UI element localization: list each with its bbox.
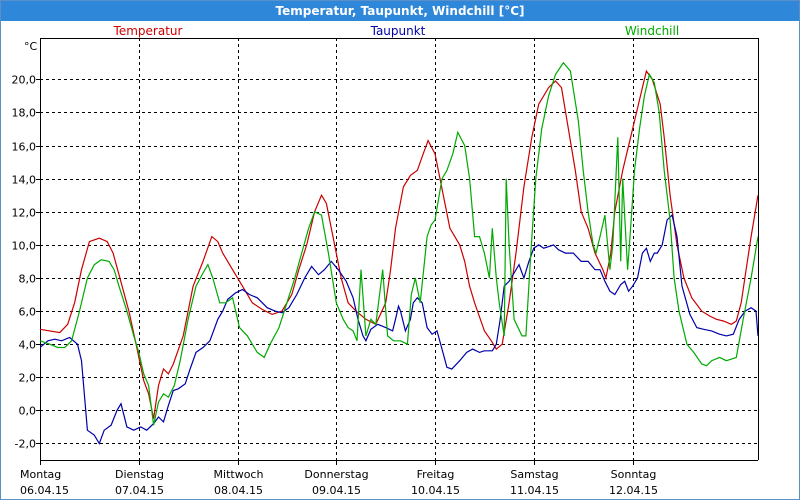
x-tick-day: Donnerstag <box>304 468 368 481</box>
series-line-taupunkt <box>40 213 758 445</box>
x-tick-date: 08.04.15 <box>214 484 263 497</box>
x-tick-day: Mittwoch <box>214 468 264 481</box>
y-tick-label: 10,0 <box>12 240 37 253</box>
legend-entry-windchill: Windchill <box>625 24 679 38</box>
y-tick-label: 4,0 <box>19 339 37 352</box>
y-tick-label: 8,0 <box>19 273 37 286</box>
x-tick-day: Montag <box>20 468 61 481</box>
y-tick-label: 16,0 <box>12 141 37 154</box>
x-tick-date: 12.04.15 <box>609 484 658 497</box>
y-axis-unit-label: °C <box>24 40 38 53</box>
axes <box>40 38 759 461</box>
x-tick-date: 10.04.15 <box>411 484 460 497</box>
series-line-windchill <box>40 61 758 426</box>
x-tick-date: 09.04.15 <box>312 484 361 497</box>
y-tick-label: 14,0 <box>12 174 37 187</box>
y-tick-label: -2,0 <box>15 438 36 451</box>
x-tick-labels: Montag 06.04.15 Dienstag 07.04.15 Mittwoch 08… <box>20 468 658 497</box>
x-tick-day: Freitag <box>417 468 455 481</box>
x-tick-date: 06.04.15 <box>20 484 69 497</box>
y-tick-label: 20,0 <box>12 74 37 87</box>
legend-entry-taupunkt: Taupunkt <box>370 24 426 38</box>
series-line-temperatur <box>40 69 758 419</box>
y-tick-label: 12,0 <box>12 207 37 220</box>
grid <box>36 38 758 465</box>
legend: Temperatur Taupunkt Windchill <box>113 24 680 38</box>
x-tick-day: Dienstag <box>115 468 164 481</box>
window-title: Temperatur, Taupunkt, Windchill [°C] <box>1 1 799 21</box>
series <box>40 61 758 445</box>
x-tick-date: 11.04.15 <box>510 484 559 497</box>
x-tick-day: Sonntag <box>611 468 657 481</box>
x-tick-day: Samstag <box>510 468 558 481</box>
y-tick-label: 18,0 <box>12 107 37 120</box>
y-tick-label: 2,0 <box>19 372 37 385</box>
legend-entry-temperatur: Temperatur <box>113 24 183 38</box>
y-tick-labels: -2,0 0,0 2,0 4,0 6,0 8,0 10,0 12,0 14,0 16,0 18,0 2… <box>12 74 37 451</box>
y-tick-label: 0,0 <box>19 405 37 418</box>
y-tick-label: 6,0 <box>19 306 37 319</box>
x-tick-date: 07.04.15 <box>115 484 164 497</box>
